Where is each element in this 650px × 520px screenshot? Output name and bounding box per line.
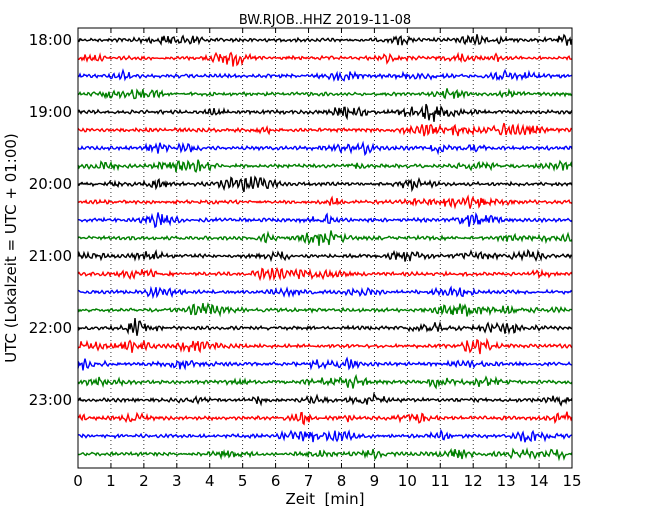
- x-tick-label: 5: [238, 472, 248, 490]
- x-axis-label: Zeit [min]: [285, 490, 364, 508]
- y-tick-label: 22:00: [29, 319, 72, 337]
- x-tick-label: 3: [172, 472, 182, 490]
- x-tick-label: 11: [431, 472, 450, 490]
- trace-line: [77, 159, 573, 174]
- y-tick-label: 19:00: [29, 103, 72, 121]
- grid-lines: [110, 28, 540, 468]
- y-axis-label: UTC (Lokalzeit = UTC + 01:00): [2, 133, 20, 363]
- trace-line: [77, 51, 573, 67]
- traces: [77, 33, 573, 462]
- y-axis: 18:00 19:00 20:00 21:00 22:00 23:00: [29, 31, 572, 409]
- x-tick-label: 6: [271, 472, 281, 490]
- trace-line: [77, 33, 573, 47]
- trace-line: [77, 266, 573, 282]
- trace-line: [77, 285, 573, 300]
- chart-title: BW.RJOB..HHZ 2019-11-08: [239, 13, 411, 28]
- y-tick-label: 23:00: [29, 391, 72, 409]
- plot-frame: [77, 27, 573, 469]
- trace-line: [77, 68, 573, 82]
- trace-line: [77, 337, 573, 355]
- trace-line: [77, 87, 573, 100]
- trace-line: [77, 391, 573, 407]
- trace-line: [77, 122, 573, 137]
- x-tick-label: 2: [139, 472, 149, 490]
- y-tick-label: 20:00: [29, 175, 72, 193]
- x-tick-label: 13: [497, 472, 516, 490]
- x-tick-label: 7: [304, 472, 314, 490]
- trace-line: [77, 194, 573, 210]
- trace-line: [77, 318, 573, 336]
- x-tick-label: 15: [562, 472, 581, 490]
- trace-line: [77, 140, 573, 157]
- x-tick-label: 9: [370, 472, 380, 490]
- x-tick-label: 8: [337, 472, 347, 490]
- trace-line: [77, 411, 573, 426]
- x-axis: 0 1 2 3 4 5 6 7 8 9 10 11 12 13 14 15: [73, 28, 582, 490]
- trace-line: [77, 356, 573, 371]
- trace-line: [77, 373, 573, 390]
- x-tick-label: 4: [205, 472, 215, 490]
- trace-line: [77, 446, 573, 462]
- trace-line: [77, 211, 573, 229]
- trace-line: [77, 428, 573, 443]
- trace-line: [77, 175, 573, 193]
- trace-line: [77, 301, 573, 318]
- trace-line: [77, 248, 573, 263]
- y-tick-label: 18:00: [29, 31, 72, 49]
- x-tick-label: 0: [73, 472, 83, 490]
- x-tick-label: 1: [106, 472, 116, 490]
- x-tick-label: 12: [464, 472, 483, 490]
- trace-line: [77, 103, 573, 122]
- x-tick-label: 14: [530, 472, 549, 490]
- y-tick-label: 21:00: [29, 247, 72, 265]
- x-tick-label: 10: [398, 472, 417, 490]
- trace-line: [77, 230, 573, 246]
